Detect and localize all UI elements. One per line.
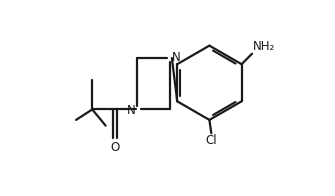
Text: Cl: Cl bbox=[205, 134, 217, 147]
Text: NH₂: NH₂ bbox=[253, 40, 275, 53]
Text: O: O bbox=[110, 141, 120, 154]
Text: N: N bbox=[127, 104, 135, 117]
Text: N: N bbox=[172, 51, 181, 64]
